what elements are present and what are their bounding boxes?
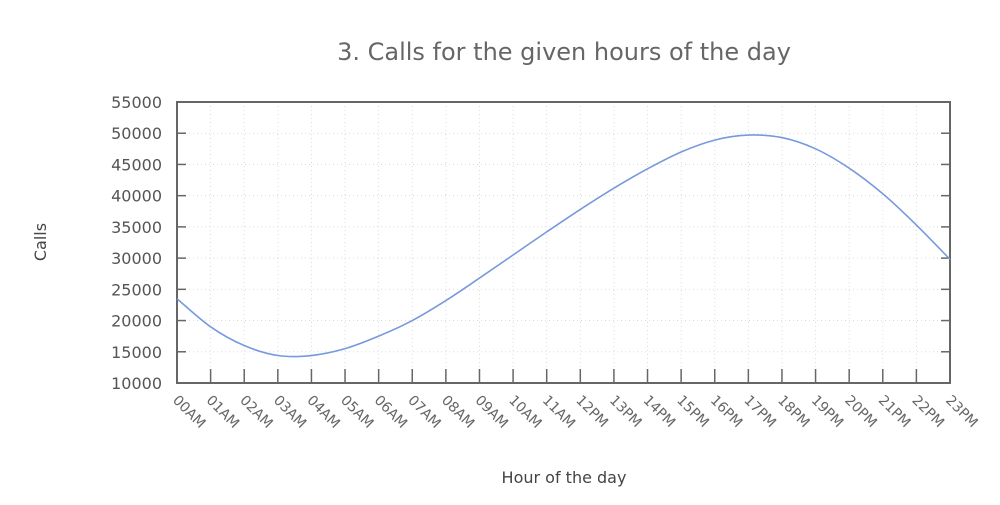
x-tick-label: 11AM (539, 393, 578, 432)
y-axis-label: Calls (31, 223, 50, 261)
y-axis: 10000 15000 20000 25000 30000 35000 40000 45000… (111, 93, 950, 393)
y-tick-label: 35000 (111, 218, 162, 237)
x-tick-label: 02AM (236, 393, 275, 432)
x-tick-label: 04AM (304, 393, 343, 432)
y-tick-label: 15000 (111, 343, 162, 362)
chart-title: 3. Calls for the given hours of the day (337, 38, 791, 66)
series (176, 134, 951, 358)
x-tick-label: 12PM (572, 393, 610, 431)
x-tick-label: 23PM (942, 393, 980, 431)
x-tick-label: 14PM (640, 393, 678, 431)
x-tick-label: 22PM (909, 393, 947, 431)
x-tick-label: 17PM (741, 393, 779, 431)
x-tick-label: 09AM (472, 393, 511, 432)
y-tick-label: 25000 (111, 280, 162, 299)
x-tick-label: 21PM (875, 393, 913, 431)
x-tick-label: 19PM (808, 393, 846, 431)
x-tick-label: 16PM (707, 393, 745, 431)
y-tick-label: 50000 (111, 124, 162, 143)
grid (177, 102, 950, 383)
x-axis: 00AM01AM02AM03AM04AM05AM06AM07AM08AM09AM… (169, 369, 981, 432)
y-tick-label: 10000 (111, 374, 162, 393)
x-tick-label: 06AM (371, 393, 410, 432)
series-line (176, 134, 951, 358)
x-tick-label: 03AM (270, 393, 309, 432)
y-tick-label: 40000 (111, 187, 162, 206)
y-tick-label: 45000 (111, 155, 162, 174)
x-tick-label: 13PM (606, 393, 644, 431)
x-tick-label: 20PM (841, 393, 879, 431)
y-tick-label: 55000 (111, 93, 162, 112)
x-tick-label: 10AM (505, 393, 544, 432)
x-tick-label: 08AM (438, 393, 477, 432)
y-tick-label: 30000 (111, 249, 162, 268)
x-tick-label: 15PM (673, 393, 711, 431)
x-tick-label: 00AM (169, 393, 208, 432)
x-tick-label: 07AM (404, 393, 443, 432)
plot-frame (176, 101, 951, 384)
x-tick-label: 01AM (203, 393, 242, 432)
y-tick-label: 20000 (111, 312, 162, 331)
x-tick-label: 05AM (337, 393, 376, 432)
x-tick-label: 18PM (774, 393, 812, 431)
x-axis-label: Hour of the day (502, 468, 627, 487)
